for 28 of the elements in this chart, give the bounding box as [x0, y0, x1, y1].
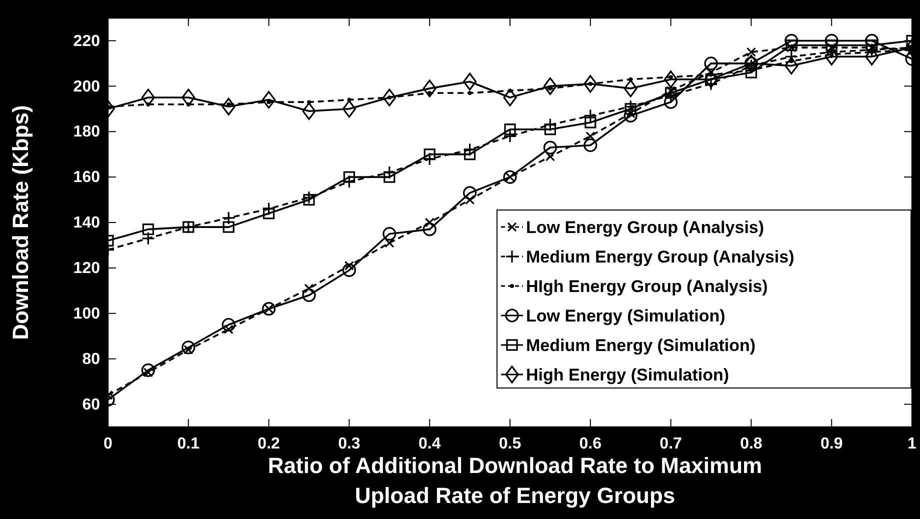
x-tick-label: 0.2 [258, 435, 280, 452]
y-tick-label: 120 [73, 260, 100, 278]
legend-label: High Energy (Simulation) [526, 366, 730, 384]
x-axis-title: Ratio of Additional Download Rate to Maximum Upload Rate of Energy Groups [268, 453, 762, 508]
x-tick-label: 0.1 [177, 435, 200, 452]
y-tick-label: 200 [73, 78, 100, 96]
x-tick-label: 0.5 [498, 435, 522, 452]
y-tick-label: 140 [73, 214, 100, 232]
legend-label: Low Energy (Simulation) [526, 306, 726, 326]
legend-label: HIgh Energy Group (Analysis) [526, 277, 768, 296]
y-axis-title: Download Rate (Kbps) [8, 105, 33, 340]
y-tick-label: 80 [82, 350, 100, 368]
x-tick-label: 0.3 [338, 435, 360, 452]
y-tick-label: 220 [73, 32, 100, 50]
y-tick-label: 180 [73, 124, 100, 141]
x-tick-label: 1 [908, 435, 917, 452]
y-tick-label: 100 [73, 306, 100, 323]
legend-label: Medium Energy Group (Analysis) [526, 248, 794, 266]
legend-label: Medium Energy (Simulation) [526, 336, 756, 355]
x-tick-label: 0.9 [820, 435, 843, 452]
x-tick-label: 0.4 [418, 435, 441, 452]
x-tick-label: 0.8 [740, 435, 762, 452]
y-tick-label: 60 [82, 396, 100, 414]
x-tick-label: 0.6 [579, 435, 602, 452]
y-tick-label: 160 [73, 169, 100, 186]
legend-label: Low Energy Group (Analysis) [526, 218, 764, 237]
x-tick-label: 0 [104, 435, 113, 452]
x-tick-label: 0.7 [660, 435, 682, 452]
